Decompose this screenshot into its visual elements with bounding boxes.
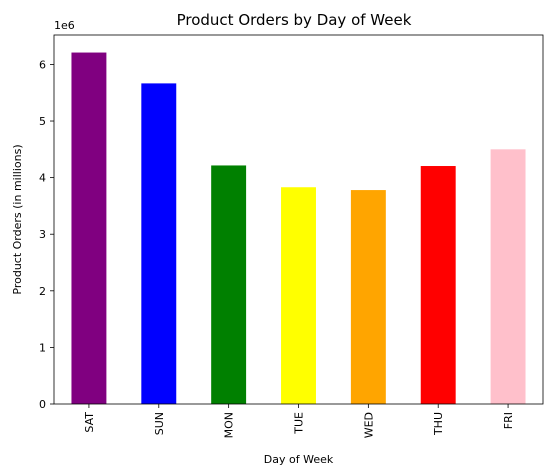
x-tick-label-mon: MON [223, 412, 236, 438]
chart-title: Product Orders by Day of Week [177, 11, 412, 29]
bar-sun [141, 83, 177, 405]
bar-mon [211, 165, 247, 404]
x-tick-label-wed: WED [362, 412, 375, 438]
x-tick-label-sat: SAT [83, 412, 96, 433]
y-tick-label: 1 [39, 341, 46, 354]
y-tick-label: 2 [39, 285, 46, 298]
bar-thu [420, 166, 456, 404]
y-offset-label: 1e6 [54, 19, 75, 32]
y-tick-label: 5 [39, 115, 46, 128]
plot-frame [53, 34, 544, 405]
bar-sat [71, 52, 107, 404]
y-tick-label: 0 [39, 398, 46, 411]
bars-group [71, 52, 526, 405]
bar-fri [490, 149, 526, 404]
y-tick-label: 3 [39, 228, 46, 241]
y-tick-label: 4 [39, 172, 46, 185]
bar-tue [281, 187, 316, 404]
x-tick-label-sun: SUN [153, 412, 166, 435]
y-ticks-group: 0 1 2 3 4 5 6 [39, 58, 54, 411]
x-tick-label-fri: FRI [502, 412, 515, 429]
y-axis-label: Product Orders (in millions) [11, 144, 24, 294]
x-tick-label-tue: TUE [293, 412, 306, 435]
x-ticks-group: SAT SUN MON TUE WED THU FRI [83, 404, 515, 438]
y-tick-label: 6 [39, 58, 46, 71]
x-tick-label-thu: THU [432, 412, 445, 436]
x-axis-label: Day of Week [264, 453, 334, 466]
bar-wed [350, 190, 386, 404]
